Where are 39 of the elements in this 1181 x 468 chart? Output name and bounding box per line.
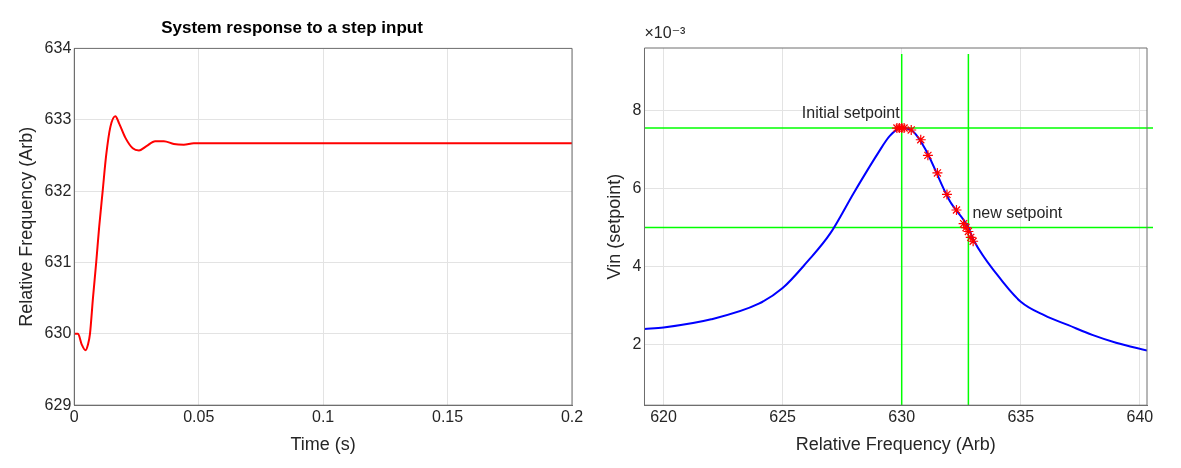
point [960,221,972,234]
x-tick-label: 0 [69,408,79,426]
line-series [644,127,1147,352]
y-tick-label: 2 [632,335,642,353]
point [905,124,917,136]
x-tick-label: 0.1 [312,408,335,426]
x-tick-label: 0.15 [432,408,464,426]
point [915,134,927,146]
y-tick-label: 8 [632,100,642,118]
annotation: new setpoint [972,203,1063,221]
x-tick-label: 640 [1126,408,1154,426]
y-tick-label: 629 [44,395,72,413]
x-tick-label: 0.2 [560,408,584,426]
annotation: Initial setpoint [801,104,901,122]
y-tick-label: 633 [44,110,72,128]
y-tick-label: 6 [632,178,642,196]
point [967,235,979,247]
x-axis-title: Time (s) [290,434,356,455]
x-axis-title: Relative Frequency (Arb) [795,434,996,455]
y-axis-title: Relative Frequency (Arb) [15,126,36,327]
point [941,188,953,200]
x-tick-label: 625 [769,408,797,426]
y-axis-title: Vin (setpoint) [603,173,624,280]
y-tick-label: 634 [44,38,72,56]
y-tick-label: 4 [632,257,642,275]
point [922,149,934,161]
x-tick-label: 635 [1007,408,1035,426]
text: ×10⁻³ [644,24,687,42]
line-series [74,115,572,352]
x-tick-label: 630 [888,408,916,426]
y-tick-label: 630 [44,324,72,342]
x-tick-label: 620 [650,408,677,426]
chart-title: System response to a step input [161,17,424,37]
x-tick-label: 0.05 [183,408,215,426]
y-tick-label: 632 [44,181,72,199]
point [931,167,944,179]
point [950,204,963,216]
y-tick-label: 631 [44,252,72,270]
point [958,218,970,230]
